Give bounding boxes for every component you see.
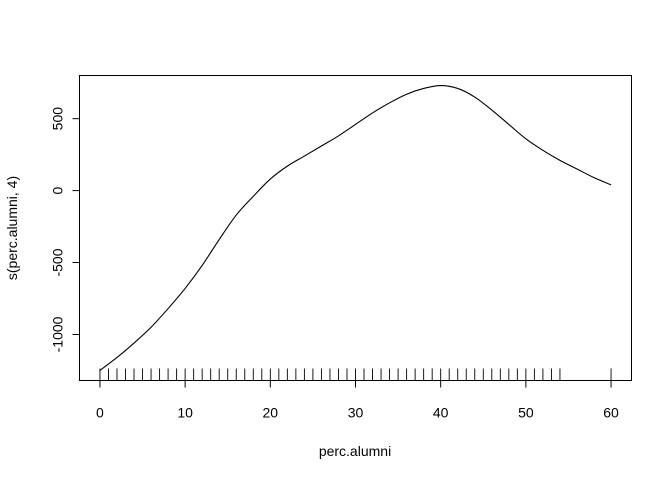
y-axis-label: s(perc.alumni, 4) xyxy=(4,176,20,280)
x-axis-label: perc.alumni xyxy=(319,443,391,459)
x-tick-label: 0 xyxy=(96,405,104,421)
x-axis: 0 10 20 30 40 50 60 xyxy=(96,380,619,421)
x-tick-label: 60 xyxy=(603,405,619,421)
x-tick-label: 20 xyxy=(263,405,279,421)
y-tick-label: -1000 xyxy=(50,316,66,352)
x-tick-label: 40 xyxy=(433,405,449,421)
y-tick-label: 0 xyxy=(50,186,66,194)
smooth-curve xyxy=(99,85,612,371)
x-tick-label: 10 xyxy=(177,405,193,421)
y-tick-label: -500 xyxy=(50,248,66,276)
plot-frame xyxy=(79,75,632,381)
x-tick-label: 50 xyxy=(518,405,534,421)
y-axis: -1000 -500 0 500 xyxy=(50,107,80,352)
rug-marks xyxy=(99,368,612,381)
x-tick-label: 30 xyxy=(348,405,364,421)
y-tick-label: 500 xyxy=(50,107,66,131)
